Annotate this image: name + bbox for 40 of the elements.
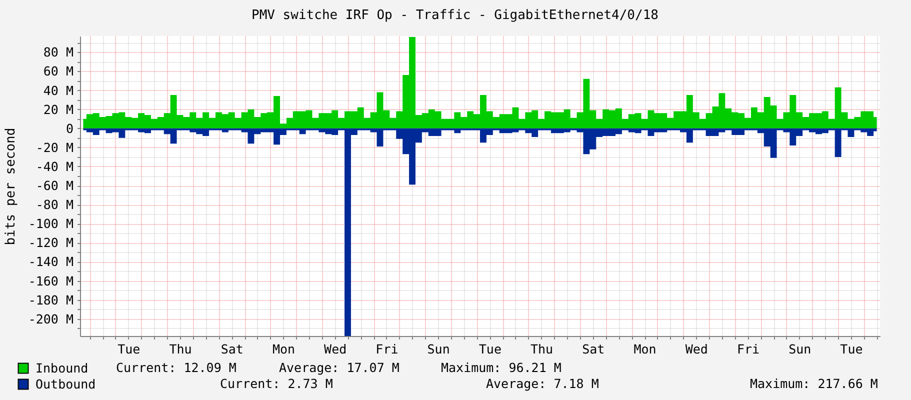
text: Average: 17.07 M <box>279 360 400 375</box>
legend-label: Outbound <box>36 376 96 392</box>
y-tick-label: 80 M <box>43 44 74 60</box>
x-tick-label: Thu <box>530 342 554 356</box>
y-tick-label: -20 M <box>36 140 74 155</box>
x-tick-label: Mon <box>634 342 656 356</box>
y-tick-label: -60 M <box>36 178 74 194</box>
y-tick-label: -100 M <box>28 216 74 232</box>
x-tick-label: Fri <box>736 342 760 356</box>
x-tick-label: Tue <box>478 342 502 356</box>
y-tick-label: -120 M <box>28 235 74 250</box>
x-tick-label: Mon <box>272 342 296 356</box>
x-tick-label: Wed <box>324 342 347 356</box>
text: Maximum: 217.66 M <box>750 376 878 391</box>
x-tick-label: Thu <box>169 342 192 356</box>
y-tick-label: 20 M <box>43 102 74 117</box>
text: Current: 2.73 M <box>220 376 333 391</box>
text: Average: 7.18 M <box>486 376 599 391</box>
y-tick-label: -200 M <box>28 311 74 326</box>
y-tick-label: 40 M <box>43 82 74 98</box>
x-tick-label: Tue <box>840 342 863 356</box>
text: Current: 12.09 M <box>116 360 236 375</box>
x-tick-label: Sun <box>788 342 812 356</box>
y-tick-label: 60 M <box>43 64 74 79</box>
x-tick-label: Sat <box>582 342 605 356</box>
x-tick-label: Wed <box>685 342 708 356</box>
y-tick-label: -140 M <box>28 254 74 270</box>
chart-title: PMV switche IRF Op - Traffic - GigabitEthernet4/0/18 <box>252 8 658 23</box>
y-tick-label: -160 M <box>28 273 74 288</box>
x-tick-label: Sun <box>427 342 450 356</box>
text: Maximum: 96.21 M <box>441 360 562 375</box>
y-tick-label: -80 M <box>36 197 74 212</box>
legend-label: Inbound <box>36 360 88 376</box>
x-tick-label: Tue <box>118 342 140 356</box>
x-tick-label: Sat <box>220 342 244 356</box>
y-tick-label: 0 <box>66 120 74 136</box>
y-axis-title: bits per second <box>4 128 18 246</box>
y-tick-label: -40 M <box>36 158 74 174</box>
x-tick-label: Fri <box>376 342 398 356</box>
y-tick-label: -180 M <box>28 292 74 308</box>
